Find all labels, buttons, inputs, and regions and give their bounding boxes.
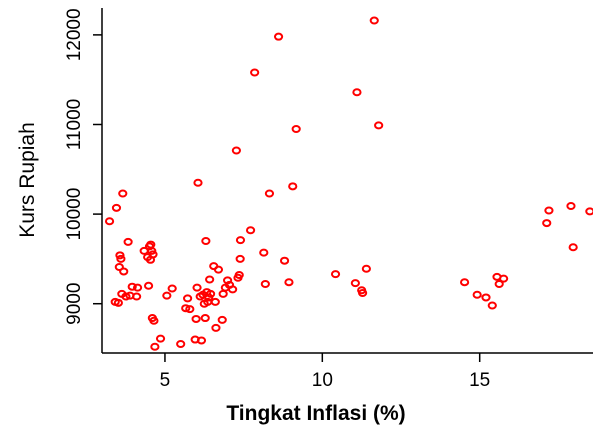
data-point [132, 292, 142, 301]
x-tick-label: 10 [312, 370, 333, 391]
data-point [185, 305, 195, 314]
data-point [167, 284, 177, 293]
data-point [200, 314, 210, 323]
data-point [259, 248, 269, 257]
data-point [481, 293, 491, 302]
data-point [127, 282, 137, 291]
data-point [350, 279, 360, 288]
data-point [231, 146, 241, 155]
data-point [369, 16, 379, 25]
data-point [472, 290, 482, 299]
data-point [585, 207, 593, 216]
data-point [291, 124, 301, 133]
data-point [181, 304, 191, 313]
data-point [218, 289, 228, 298]
data-point [196, 336, 207, 345]
data-point [566, 202, 576, 211]
data-point [499, 274, 509, 283]
data-point [222, 276, 233, 285]
y-tick-label: 9000 [64, 283, 85, 325]
data-point [205, 289, 216, 298]
y-axis-title: Kurs Rupiah [16, 122, 39, 238]
data-point [542, 219, 552, 228]
y-tick-label: 10000 [64, 188, 85, 241]
data-point [192, 283, 202, 292]
data-point [245, 226, 256, 235]
data-point [115, 251, 125, 260]
data-point [264, 189, 275, 198]
data-point [487, 301, 497, 310]
x-tick-label: 15 [469, 370, 490, 391]
data-point [358, 288, 368, 297]
data-point [132, 283, 143, 292]
x-axis-ticks: 5 10 15 [160, 353, 490, 391]
data-point [273, 32, 284, 41]
x-axis-title: Tingkat Inflasi (%) [226, 402, 405, 425]
data-point [148, 250, 158, 259]
data-point [330, 270, 341, 279]
data-point [155, 334, 166, 343]
data-point [121, 292, 131, 301]
data-point [374, 121, 384, 130]
data-point [279, 256, 290, 265]
data-point [114, 262, 124, 271]
data-point [119, 267, 129, 276]
data-point [210, 297, 220, 306]
data-point [352, 88, 362, 97]
y-tick-label: 12000 [64, 8, 85, 61]
data-point [235, 236, 246, 245]
data-point [211, 323, 221, 332]
data-point [361, 264, 371, 273]
data-point [111, 203, 122, 212]
data-point [217, 315, 227, 324]
data-point [176, 340, 186, 349]
data-point [568, 243, 578, 252]
data-point [288, 182, 298, 191]
data-point [213, 265, 224, 274]
data-point [459, 278, 470, 287]
data-point [116, 254, 126, 263]
data-point [143, 281, 154, 290]
data-point [123, 237, 133, 246]
data-point [201, 236, 211, 245]
data-point [205, 275, 215, 284]
x-tick-label: 5 [160, 370, 171, 391]
data-point [162, 291, 172, 300]
data-point [191, 314, 201, 323]
data-point [228, 285, 238, 294]
data-point [494, 280, 504, 288]
plot-area [101, 8, 593, 354]
data-point [284, 278, 294, 287]
data-points [104, 16, 593, 351]
data-point [183, 294, 193, 303]
data-point [147, 246, 157, 255]
data-point [234, 271, 244, 280]
y-tick-label: 11000 [64, 99, 85, 150]
y-axis-ticks: 9000 10000 11000 12000 [64, 8, 102, 325]
data-point [193, 178, 203, 187]
data-point [150, 342, 160, 351]
data-point [118, 189, 128, 198]
data-point [113, 298, 123, 307]
data-point [149, 316, 159, 325]
data-point [250, 68, 260, 77]
data-point [544, 206, 554, 215]
data-point [260, 280, 270, 288]
data-point [235, 254, 245, 263]
data-point [104, 217, 115, 226]
